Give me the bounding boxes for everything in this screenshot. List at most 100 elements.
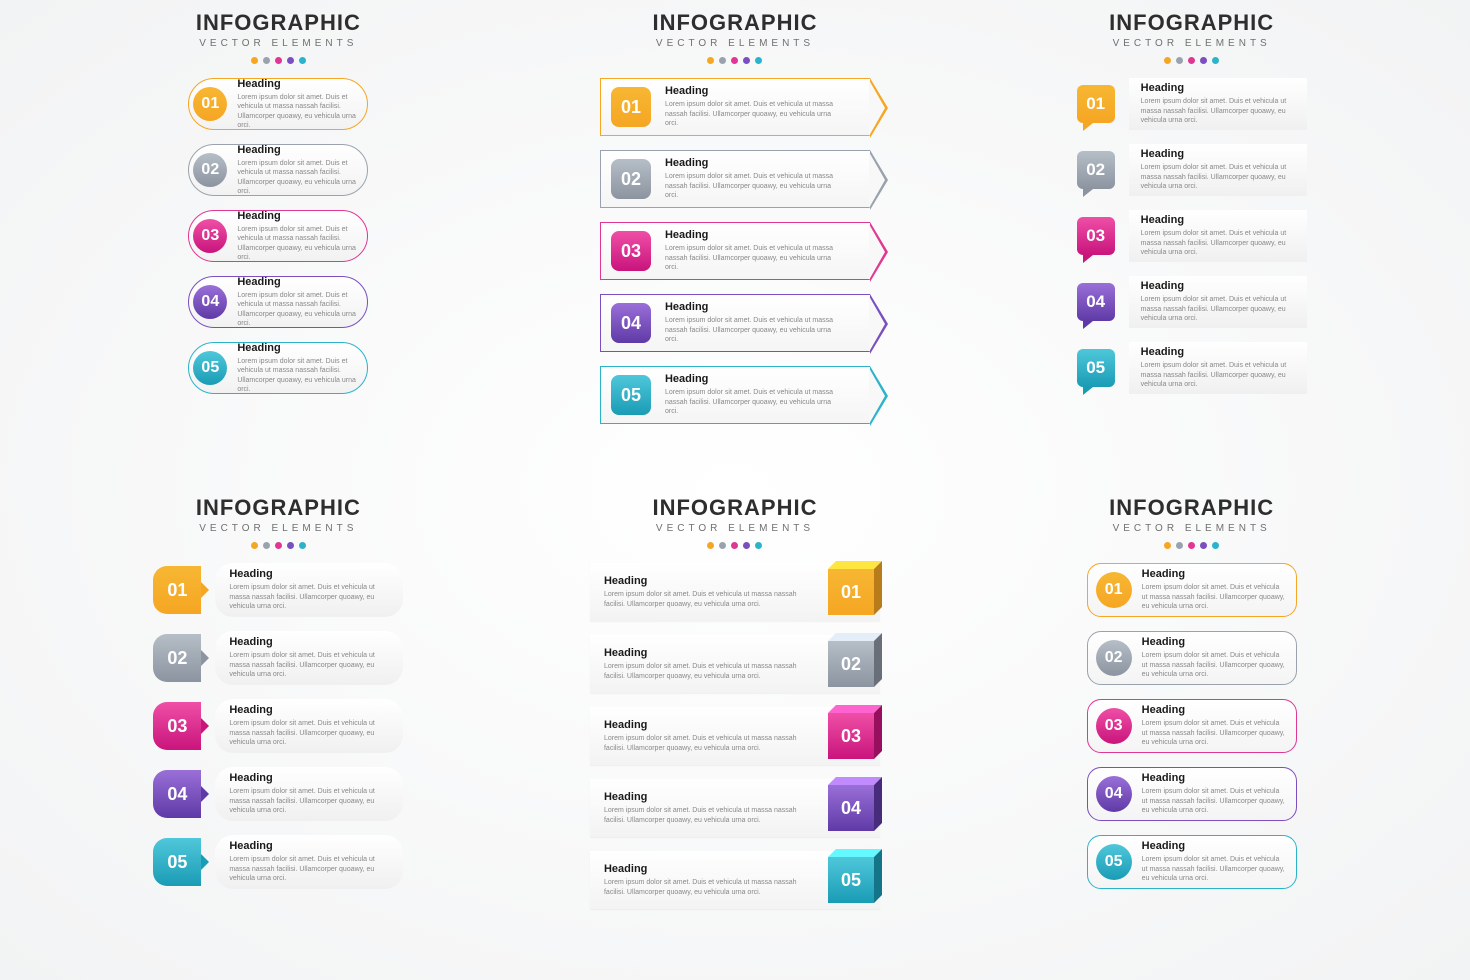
step-number: 03 (611, 231, 651, 271)
item-heading: Heading (604, 647, 814, 659)
item-body: Lorem ipsum dolor sit amet. Duis et vehi… (229, 583, 389, 611)
layout-e: INFOGRAPHIC VECTOR ELEMENTS Heading Lorem… (537, 495, 934, 970)
item-heading: Heading (604, 719, 814, 731)
palette-dot (731, 542, 738, 549)
palette-dot (1188, 542, 1195, 549)
subtitle: VECTOR ELEMENTS (656, 523, 814, 534)
item-heading: Heading (237, 210, 357, 222)
list-item: 04HeadingLorem ipsum dolor sit amet. Dui… (1087, 767, 1297, 821)
palette-dot (755, 542, 762, 549)
layout-a: INFOGRAPHIC VECTOR ELEMENTS 01HeadingLor… (80, 10, 477, 485)
step-number: 01 (611, 87, 651, 127)
infographic-grid: INFOGRAPHIC VECTOR ELEMENTS 01 Heading Lor… (0, 0, 1470, 980)
palette-dot (707, 542, 714, 549)
list-item: 01HeadingLorem ipsum dolor sit amet. Dui… (600, 78, 870, 136)
item-body: Lorem ipsum dolor sit amet. Duis et vehi… (665, 172, 846, 200)
item-heading: Heading (229, 840, 389, 852)
list-item: 03HeadingLorem ipsum dolor sit amet. Dui… (600, 222, 870, 280)
item-heading: Heading (1141, 82, 1295, 94)
list-item: 05HeadingLorem ipsum dolor sit amet. Dui… (1087, 835, 1297, 889)
palette-dot (1212, 542, 1219, 549)
list-item: 02HeadingLorem ipsum dolor sit amet. Dui… (600, 150, 870, 208)
item-body: Lorem ipsum dolor sit amet. Duis et vehi… (604, 734, 814, 753)
list-item: 01HeadingLorem ipsum dolor sit amet. Dui… (1077, 78, 1307, 130)
list-item: Heading Lorem ipsum dolor sit amet. Duis … (590, 707, 880, 765)
items-c: 01HeadingLorem ipsum dolor sit amet. Dui… (993, 78, 1390, 394)
subtitle: VECTOR ELEMENTS (1113, 38, 1271, 49)
palette-dot (1188, 57, 1195, 64)
palette-dot (707, 57, 714, 64)
item-heading: Heading (665, 301, 846, 313)
item-body: Lorem ipsum dolor sit amet. Duis et vehi… (1141, 163, 1295, 191)
palette-dot (1212, 57, 1219, 64)
step-number: 02 (193, 153, 227, 187)
list-item: 02HeadingLorem ipsum dolor sit amet. Dui… (1087, 631, 1297, 685)
list-item: 05HeadingLorem ipsum dolor sit amet. Dui… (188, 342, 368, 394)
item-body: Lorem ipsum dolor sit amet. Duis et vehi… (229, 787, 389, 815)
title: INFOGRAPHIC (652, 495, 817, 521)
item-body: Lorem ipsum dolor sit amet. Duis et vehi… (237, 93, 357, 131)
step-number: 04 (828, 785, 874, 831)
list-item: HeadingLorem ipsum dolor sit amet. Duis … (590, 851, 880, 909)
step-number: 01 (153, 566, 201, 614)
list-item: 03HeadingLorem ipsum dolor sit amet. Dui… (188, 210, 368, 262)
items-b: 01 Heading Lorem ipsum dolor sit amet. Dui… (537, 78, 934, 424)
item-body: Lorem ipsum dolor sit amet. Duis et vehi… (665, 388, 846, 416)
list-item: 03HeadingLorem ipsum dolor sit amet. Dui… (153, 699, 403, 753)
palette-dot (251, 542, 258, 549)
palette-dots (251, 542, 306, 549)
item-heading: Heading (1142, 840, 1286, 852)
item-heading: Heading (237, 276, 357, 288)
list-item: 04HeadingLorem ipsum dolor sit amet. Dui… (1077, 276, 1307, 328)
items-a: 01HeadingLorem ipsum dolor sit amet. Dui… (80, 78, 477, 394)
palette-dot (719, 57, 726, 64)
palette-dot (299, 542, 306, 549)
palette-dots (1164, 57, 1219, 64)
layout-f: INFOGRAPHIC VECTOR ELEMENTS 01HeadingLor… (993, 495, 1390, 970)
palette-dot (743, 57, 750, 64)
list-item: 03HeadingLorem ipsum dolor sit amet. Dui… (1087, 699, 1297, 753)
list-item: HeadingLorem ipsum dolor sit amet. Duis … (590, 563, 880, 621)
item-body: Lorem ipsum dolor sit amet. Duis et vehi… (1142, 855, 1286, 883)
title: INFOGRAPHIC (652, 10, 817, 36)
list-item: 01HeadingLorem ipsum dolor sit amet. Dui… (1087, 563, 1297, 617)
step-number: 05 (153, 838, 201, 886)
palette-dot (1164, 57, 1171, 64)
step-number: 03 (1096, 708, 1132, 744)
layout-d: INFOGRAPHIC VECTOR ELEMENTS 01HeadingLor… (80, 495, 477, 970)
item-body: Lorem ipsum dolor sit amet. Duis et vehi… (1141, 97, 1295, 125)
list-item: 05HeadingLorem ipsum dolor sit amet. Dui… (600, 366, 870, 424)
step-number: 02 (1077, 151, 1115, 189)
item-body: Lorem ipsum dolor sit amet. Duis et vehi… (229, 651, 389, 679)
step-number: 03 (1077, 217, 1115, 255)
list-item: HeadingLorem ipsum dolor sit amet. Duis … (590, 779, 880, 837)
item-heading: Heading (1141, 148, 1295, 160)
palette-dot (263, 57, 270, 64)
list-item: 01HeadingLorem ipsum dolor sit amet. Dui… (153, 563, 403, 617)
palette-dot (743, 542, 750, 549)
item-heading: Heading (237, 144, 357, 156)
item-body: Lorem ipsum dolor sit amet. Duis et vehi… (1141, 295, 1295, 323)
subtitle: VECTOR ELEMENTS (656, 38, 814, 49)
list-item: 05HeadingLorem ipsum dolor sit amet. Dui… (1077, 342, 1307, 394)
palette-dot (287, 57, 294, 64)
step-number: 05 (611, 375, 651, 415)
palette-dot (1164, 542, 1171, 549)
list-item: 02HeadingLorem ipsum dolor sit amet. Dui… (188, 144, 368, 196)
item-heading: Heading (1141, 346, 1295, 358)
step-number: 04 (1077, 283, 1115, 321)
list-item: 05HeadingLorem ipsum dolor sit amet. Dui… (153, 835, 403, 889)
list-item: 02HeadingLorem ipsum dolor sit amet. Dui… (153, 631, 403, 685)
step-number: 02 (1096, 640, 1132, 676)
item-body: Lorem ipsum dolor sit amet. Duis et vehi… (604, 590, 814, 609)
item-body: Lorem ipsum dolor sit amet. Duis et vehi… (604, 878, 814, 897)
list-item: 04HeadingLorem ipsum dolor sit amet. Dui… (153, 767, 403, 821)
palette-dot (731, 57, 738, 64)
list-item: 01HeadingLorem ipsum dolor sit amet. Dui… (188, 78, 368, 130)
items-e: Heading Lorem ipsum dolor sit amet. Duis … (537, 563, 934, 909)
title: INFOGRAPHIC (196, 10, 361, 36)
item-body: Lorem ipsum dolor sit amet. Duis et vehi… (237, 357, 357, 395)
palette-dot (263, 542, 270, 549)
item-body: Lorem ipsum dolor sit amet. Duis et vehi… (237, 225, 357, 263)
list-item: 02 Heading Lorem ipsum dolor sit amet. Dui… (1077, 144, 1307, 196)
